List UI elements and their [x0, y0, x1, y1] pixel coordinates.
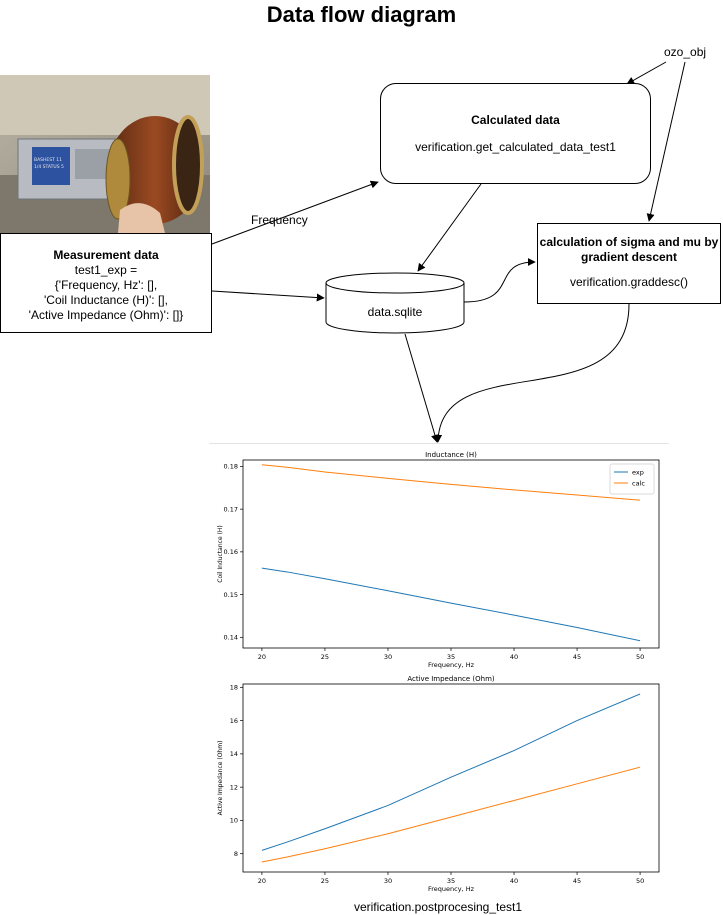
- x-tick-label: 25: [321, 877, 329, 885]
- gradient-function: verification.graddesc(): [569, 275, 689, 289]
- ozo-obj-label: ozo_obj: [664, 45, 707, 59]
- y-tick-label: 10: [230, 817, 238, 825]
- x-tick-label: 20: [258, 877, 266, 885]
- y-axis-label: Active Impedance (Ohm): [217, 741, 224, 816]
- y-tick-label: 0.14: [224, 634, 238, 642]
- measurement-line: {'Frequency, Hz': [],: [54, 278, 158, 292]
- arrow-ozo-to-gradient: [646, 61, 686, 222]
- y-tick-label: 8: [234, 850, 238, 858]
- x-tick-label: 30: [384, 877, 392, 885]
- legend-label: calc: [632, 479, 645, 487]
- instrument-screen-line-2: 1/4 STATUS 5: [34, 164, 64, 170]
- arrow-frequency: [211, 180, 379, 245]
- y-tick-label: 16: [230, 717, 238, 725]
- measurement-line: 'Coil Inductance (H)': [],: [44, 293, 168, 307]
- instrument-screen-line-1: BASHEST 11: [34, 157, 62, 163]
- series-line-1: [261, 567, 641, 642]
- y-tick-label: 12: [230, 783, 238, 791]
- diagram-title: Data flow diagram: [266, 2, 457, 27]
- impedance-chart: Active Impedance (Ohm) 20 25 30 35 40 45 50 8 10 1…: [217, 675, 660, 893]
- chart-title: Active Impedance (Ohm): [407, 675, 495, 683]
- y-tick-label: 0.17: [224, 505, 238, 513]
- chart-legend: exp calc: [609, 463, 655, 495]
- x-tick-label: 30: [384, 653, 392, 661]
- y-tick-label: 14: [230, 750, 238, 758]
- calculated-function: verification.get_calculated_data_test1: [415, 140, 616, 154]
- series-line-2: [261, 766, 641, 863]
- x-tick-label: 35: [447, 877, 455, 885]
- series-line-2: [261, 464, 641, 501]
- y-tick-label: 18: [230, 684, 238, 692]
- chart-title: Inductance (H): [425, 451, 477, 459]
- y-axis-label: Coil Inductance (H): [217, 525, 224, 583]
- arrow-measurement-to-db: [211, 290, 325, 302]
- legend-label: exp: [632, 468, 644, 476]
- calculated-heading: Calculated data: [471, 113, 560, 127]
- arrow-gradient-to-plots: [434, 303, 630, 443]
- x-tick-label: 35: [447, 653, 455, 661]
- x-tick-label: 20: [258, 653, 266, 661]
- measurement-heading: Measurement data: [53, 248, 159, 262]
- database-cylinder: [325, 272, 465, 334]
- measurement-line: 'Active Impedance (Ohm)': []}: [28, 308, 184, 322]
- x-tick-label: 45: [573, 653, 581, 661]
- x-tick-label: 50: [636, 653, 644, 661]
- measurement-line: test1_exp =: [74, 263, 138, 277]
- calculated-data-box: Calculated data verification.get_calcula…: [380, 83, 651, 184]
- x-axis-label: Frequency, Hz: [428, 661, 475, 669]
- postprocessing-label: verification.postprocesing_test1: [353, 900, 523, 914]
- gradient-heading: calculation of sigma and mu by gradient …: [539, 235, 719, 264]
- x-axis-label: Frequency, Hz: [428, 885, 475, 893]
- x-tick-label: 40: [510, 653, 518, 661]
- coil: [105, 115, 204, 224]
- x-tick-label: 40: [510, 877, 518, 885]
- arrow-ozo-to-calculated: [626, 61, 667, 85]
- arrow-calculated-to-db: [417, 183, 482, 272]
- y-tick-label: 0.15: [224, 591, 238, 599]
- x-tick-label: 50: [636, 877, 644, 885]
- x-tick-label: 45: [573, 877, 581, 885]
- x-tick-label: 25: [321, 653, 329, 661]
- y-tick-label: 0.16: [224, 548, 238, 556]
- series-line-1: [261, 693, 641, 851]
- gradient-descent-box: calculation of sigma and mu by gradient …: [537, 223, 721, 304]
- measurement-photo: BASHEST 11 1/4 STATUS 5: [0, 75, 210, 233]
- inductance-chart: Inductance (H) 20 25 30 35 40 45 50 0.14 0.15 0.16…: [217, 451, 660, 669]
- arrow-db-to-plots: [404, 333, 439, 443]
- y-tick-label: 0.18: [224, 463, 238, 471]
- frequency-edge-label: Frequency: [251, 213, 308, 227]
- plot-frame: [242, 459, 660, 649]
- arrow-db-to-gradient: [463, 258, 536, 303]
- database-label: data.sqlite: [367, 305, 423, 319]
- measurement-data-box: Measurement data test1_exp = {'Frequency…: [0, 233, 212, 333]
- separator-line: [209, 443, 669, 444]
- hand: [118, 203, 165, 233]
